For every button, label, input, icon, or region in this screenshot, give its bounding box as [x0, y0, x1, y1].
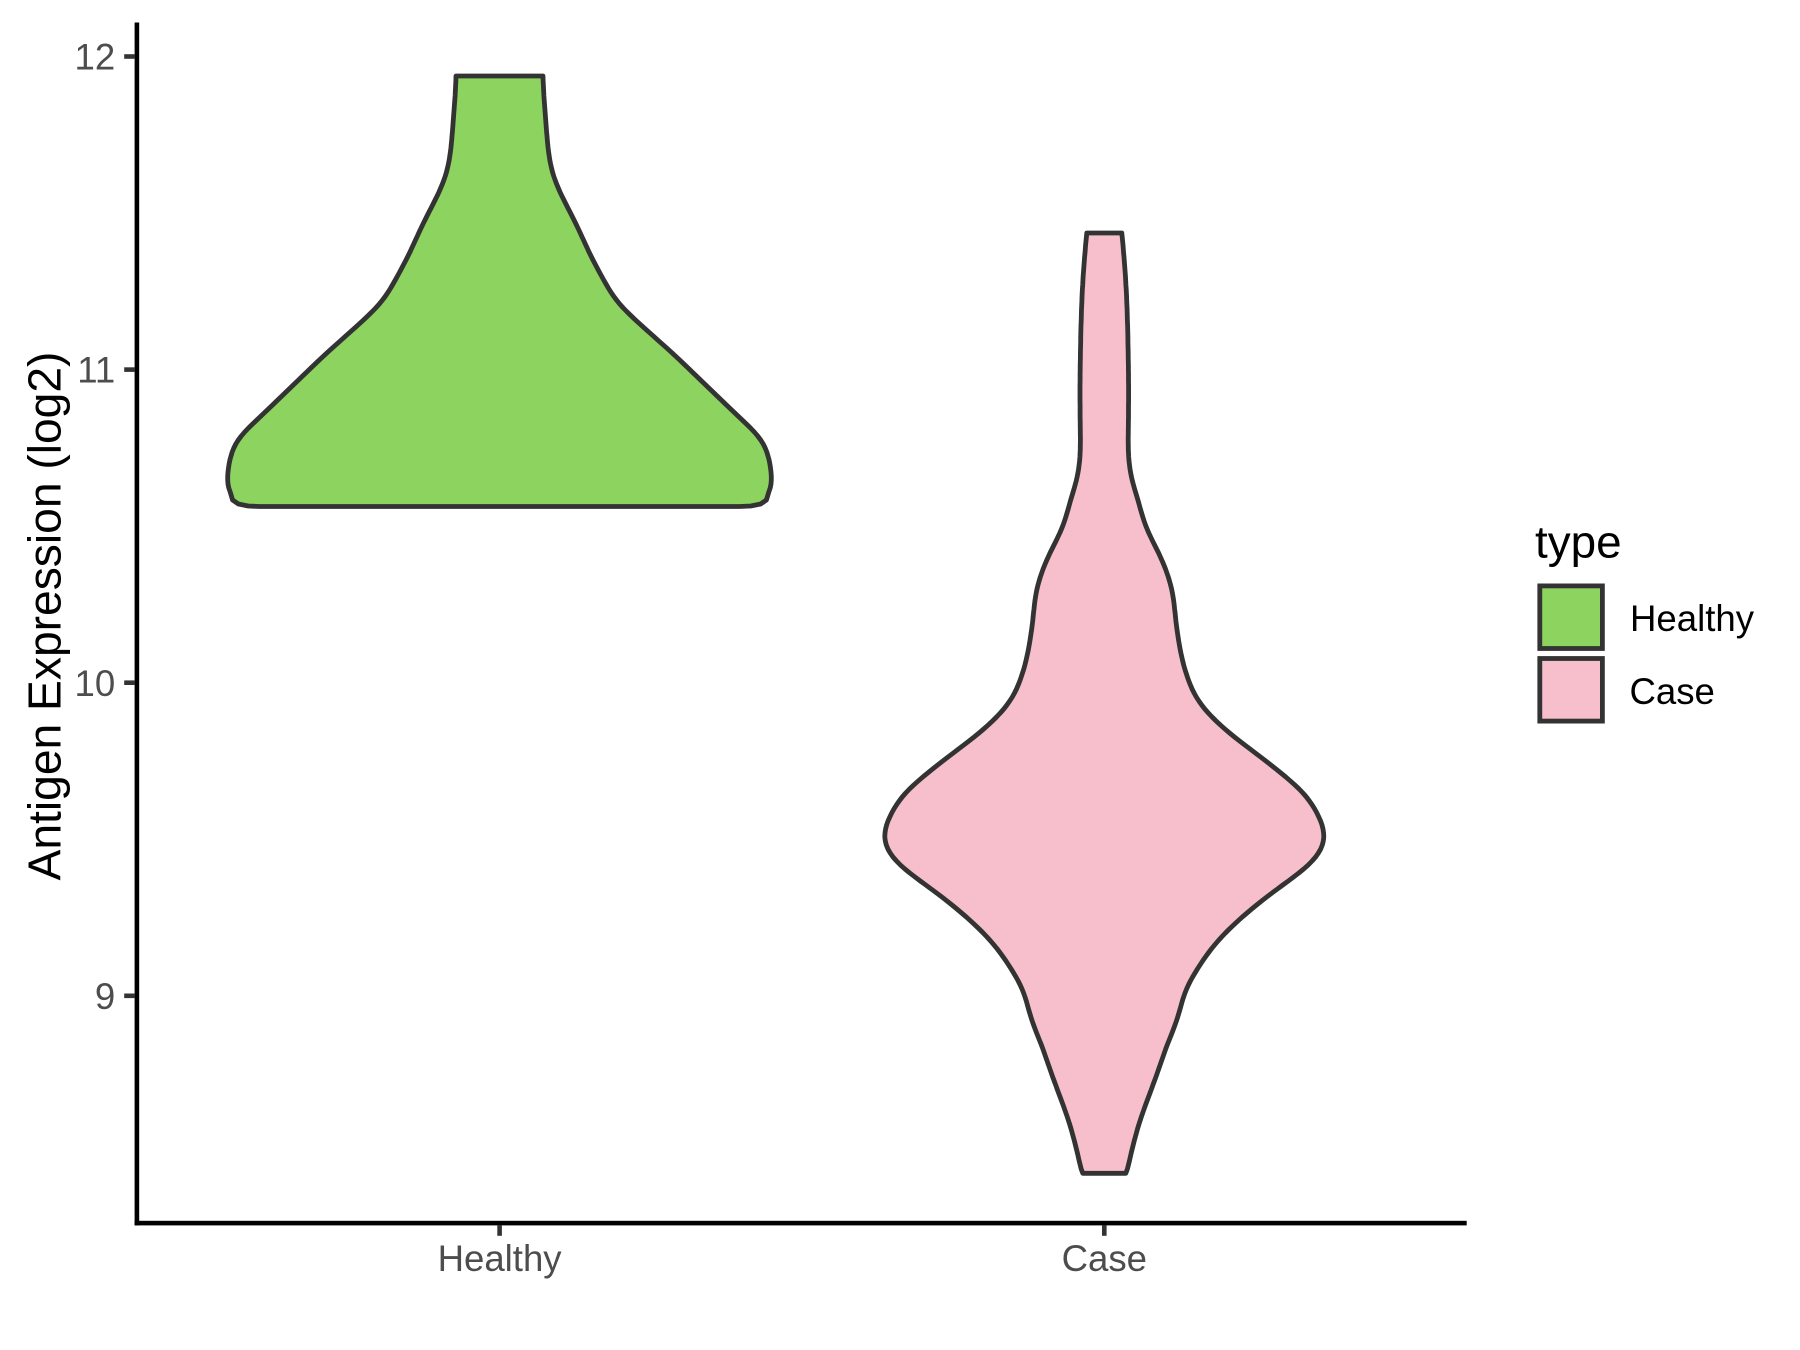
svg-text:9: 9	[95, 976, 115, 1017]
svg-text:12: 12	[75, 37, 116, 78]
svg-text:Healthy: Healthy	[438, 1238, 563, 1279]
svg-text:11: 11	[77, 350, 115, 391]
svg-text:type: type	[1535, 516, 1622, 567]
svg-text:10: 10	[75, 663, 116, 704]
svg-text:Antigen Expression (log2): Antigen Expression (log2)	[19, 352, 71, 881]
svg-text:Case: Case	[1630, 671, 1715, 712]
svg-text:Case: Case	[1062, 1238, 1147, 1279]
svg-text:Healthy: Healthy	[1630, 598, 1755, 639]
